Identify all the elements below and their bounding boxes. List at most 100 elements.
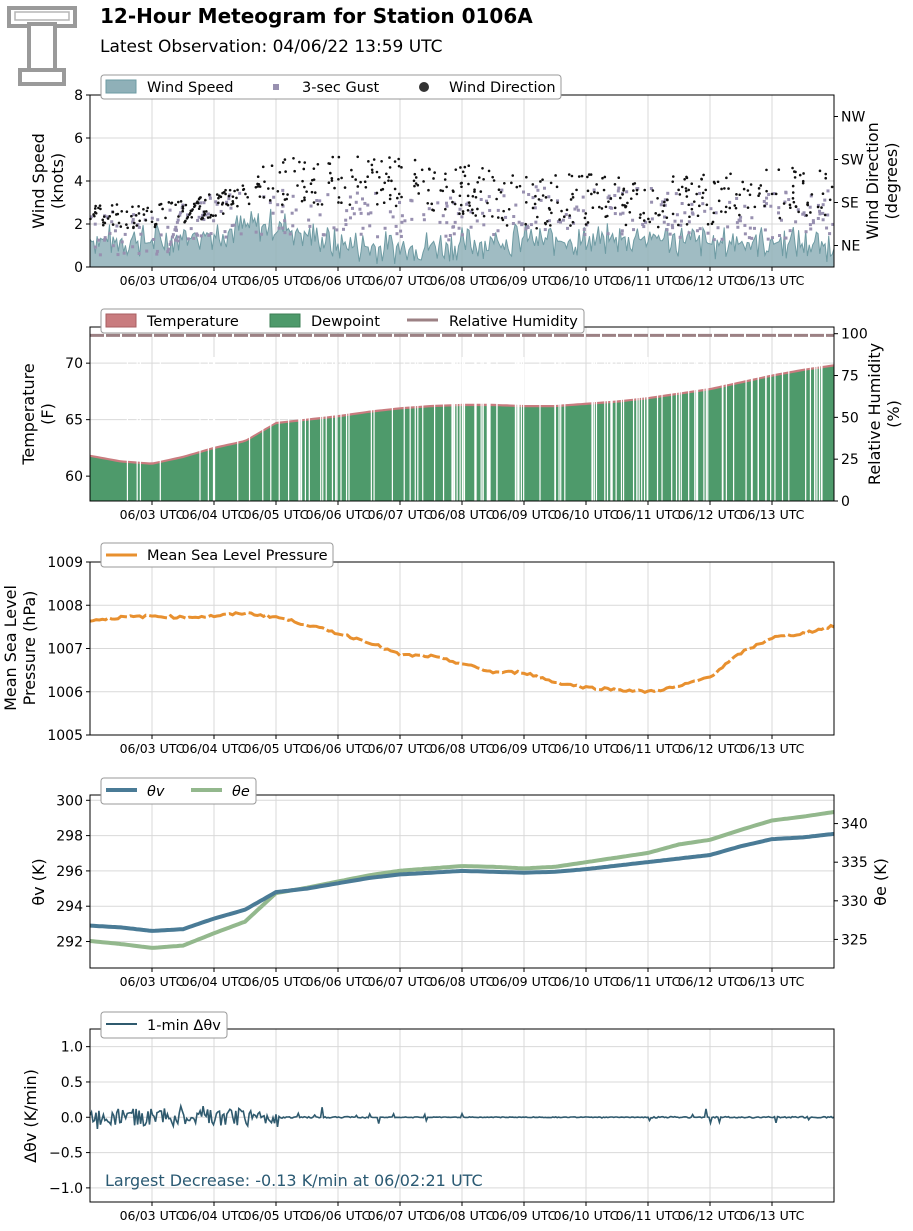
legend-dtheta: 1-min Δθv — [147, 1018, 221, 1034]
gust-point — [374, 191, 378, 195]
direction-point — [420, 168, 424, 172]
direction-point — [413, 158, 417, 162]
direction-point — [602, 188, 606, 192]
direction-point — [202, 210, 206, 213]
x-tick-label: 06/06 UTC — [306, 273, 371, 288]
direction-point — [375, 191, 379, 195]
gust-point — [582, 227, 586, 231]
direction-point — [770, 192, 774, 196]
direction-point — [695, 192, 698, 196]
direction-point — [629, 197, 633, 200]
gust-point — [427, 207, 431, 211]
direction-point — [524, 222, 528, 226]
gust-point — [511, 222, 515, 226]
gust-point — [784, 236, 788, 240]
gust-point — [103, 238, 107, 242]
gust-point — [809, 227, 813, 231]
direction-point — [311, 178, 314, 182]
x-tick-label: 06/03 UTC — [120, 741, 185, 756]
direction-point — [400, 195, 403, 199]
gust-point — [691, 212, 695, 216]
gust-point — [212, 219, 216, 223]
direction-point — [108, 215, 111, 218]
gust-point — [649, 187, 653, 191]
direction-point — [746, 189, 750, 192]
direction-point — [348, 203, 352, 206]
dtheta-ylabel: Δθv (K/min) — [21, 1069, 40, 1163]
gust-point — [821, 203, 825, 207]
gust-point — [487, 195, 491, 199]
direction-point — [221, 191, 224, 195]
gust-point — [726, 225, 730, 229]
direction-point — [312, 201, 316, 204]
direction-point — [305, 190, 308, 193]
gust-point — [445, 204, 449, 208]
gust-point — [219, 209, 223, 213]
direction-point — [642, 219, 646, 222]
gust-point — [469, 210, 473, 214]
direction-point — [292, 156, 295, 160]
direction-point — [134, 214, 138, 217]
gust-point — [200, 213, 204, 217]
direction-point — [571, 192, 574, 196]
gust-point — [438, 220, 442, 224]
direction-point — [793, 176, 797, 179]
gust-point — [825, 226, 829, 230]
gust-point — [207, 233, 211, 237]
direction-point — [763, 204, 766, 208]
y-tick-label: 4 — [74, 174, 83, 190]
gust-point — [735, 221, 739, 225]
direction-point — [443, 178, 447, 181]
gust-point — [680, 202, 684, 206]
x-tick-label: 06/12 UTC — [678, 1208, 743, 1223]
gust-point — [804, 230, 808, 234]
direction-point — [394, 204, 398, 208]
gust-point — [831, 222, 835, 226]
gust-point — [103, 236, 107, 240]
gust-point — [592, 188, 596, 192]
y-tick-label: 292 — [56, 935, 83, 951]
direction-point — [376, 203, 379, 206]
gust-point — [500, 188, 504, 192]
gust-point — [766, 237, 770, 241]
direction-point — [697, 185, 701, 188]
direction-point — [227, 194, 231, 198]
direction-point — [515, 185, 519, 189]
direction-point — [533, 202, 537, 206]
gust-point — [318, 213, 322, 217]
direction-point — [685, 223, 689, 226]
direction-point — [441, 189, 445, 193]
direction-point — [463, 174, 467, 178]
direction-point — [716, 180, 720, 184]
gust-point — [641, 222, 645, 226]
direction-point — [130, 214, 133, 218]
gust-point — [271, 211, 275, 215]
gust-point — [607, 194, 611, 198]
theta-v-ylabel: θv (K) — [29, 858, 48, 905]
y-tick-label: 2 — [74, 217, 83, 233]
direction-point — [801, 181, 805, 185]
direction-point — [191, 208, 194, 211]
direction-point — [473, 188, 476, 192]
direction-point — [467, 164, 471, 168]
x-tick-label: 06/07 UTC — [368, 974, 433, 989]
gust-point — [186, 237, 190, 241]
gust-point — [227, 197, 231, 201]
y-tick-label: 50 — [841, 410, 859, 426]
gust-point — [765, 196, 769, 200]
gust-point — [504, 215, 508, 219]
direction-point — [224, 188, 227, 192]
direction-point — [466, 194, 470, 198]
direction-point — [651, 189, 655, 192]
direction-point — [372, 158, 376, 161]
direction-point — [181, 209, 185, 213]
gust-point — [517, 220, 521, 224]
x-tick-label: 06/10 UTC — [554, 1208, 619, 1223]
direction-point — [491, 175, 494, 179]
gust-point — [131, 218, 135, 222]
gust-point — [668, 232, 672, 236]
direction-point — [397, 192, 401, 196]
gust-point — [192, 236, 196, 240]
gust-point — [665, 228, 669, 232]
